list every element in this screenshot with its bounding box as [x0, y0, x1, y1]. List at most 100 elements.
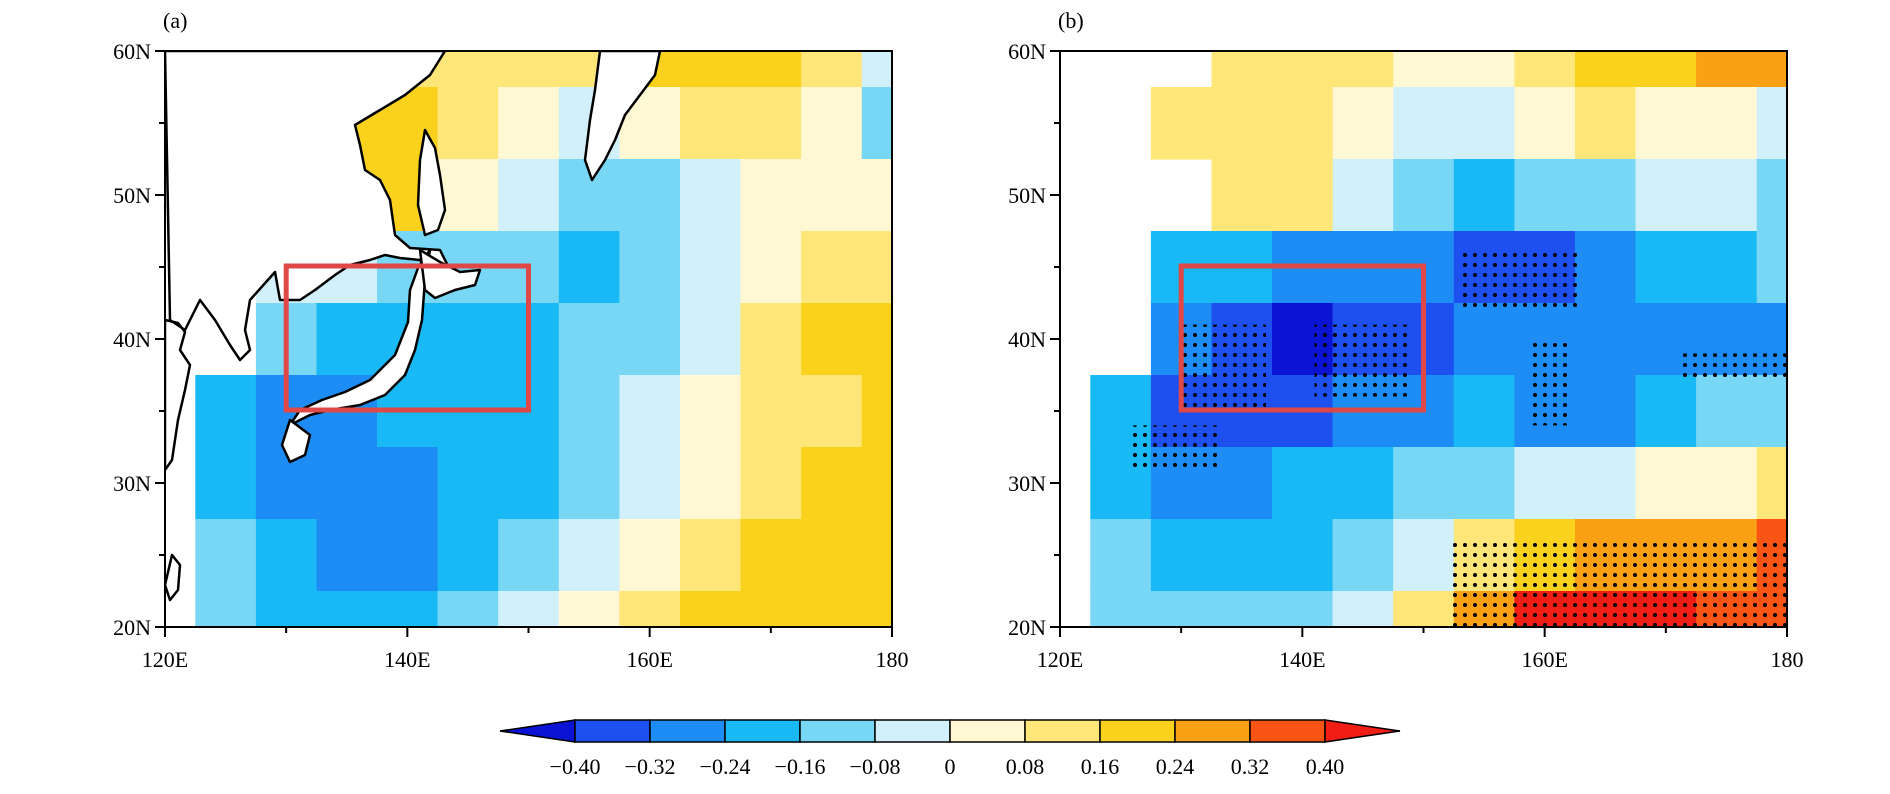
panel-a-cell: [255, 447, 318, 520]
x-tick-label: 140E: [384, 647, 430, 672]
panel-a-cell: [195, 591, 257, 627]
panel-a-cell: [740, 375, 802, 448]
panel-b-cell: [1514, 159, 1576, 232]
panel-b-cell: [1575, 159, 1637, 232]
panel-b-cell: [1332, 159, 1394, 232]
panel-a-cell: [619, 231, 681, 304]
panel-b-cell: [1453, 87, 1515, 160]
panel-a-cell: [619, 519, 681, 592]
panel-b-cell: [1696, 87, 1758, 160]
panel-b-cell: [1150, 591, 1213, 627]
panel-b-cell: [1211, 447, 1273, 520]
panel-a-cell: [558, 231, 620, 304]
colorbar-label: −0.24: [700, 754, 751, 779]
y-tick-label: 30N: [1008, 471, 1046, 496]
panel-b-cell: [1514, 447, 1576, 520]
colorbar-label: 0.40: [1306, 754, 1345, 779]
panel-b-cell: [1393, 447, 1455, 520]
colorbar-box: [649, 719, 726, 743]
panel-b-cell: [1696, 231, 1758, 304]
panel-b-cell: [1453, 375, 1515, 448]
panel-b-cell: [1393, 87, 1455, 160]
panel-a-cell: [861, 447, 892, 520]
panel-a: (a) 120E 140E 160E 180 20N 30N 40N 50N 60N: [113, 8, 908, 672]
panel-b-cell: [1635, 231, 1697, 304]
panel-b-label: (b): [1058, 8, 1084, 33]
panel-b-cell: [1696, 159, 1758, 232]
y-tick-label: 20N: [113, 615, 151, 640]
stipple-region: [1677, 353, 1787, 383]
panel-b-cell: [1756, 159, 1787, 232]
panel-a-cell: [255, 591, 318, 627]
panel-a-cell: [619, 591, 681, 627]
panel-a-cell: [680, 447, 742, 520]
panel-b-cell: [1272, 519, 1334, 592]
colorbar-label: 0.16: [1081, 754, 1120, 779]
panel-b-cell: [1090, 519, 1152, 592]
panel-a-cell: [680, 375, 742, 448]
panel-a-cell: [740, 159, 802, 232]
panel-a-cell: [801, 159, 863, 232]
panel-a-cell: [316, 303, 378, 376]
sakhalin: [416, 128, 447, 237]
panel-a-cell: [801, 51, 863, 88]
panel-b-cell: [1272, 159, 1334, 232]
panel-b: (b) 120E 140E 160E 180 20N 30N 40N 50N 60N: [1008, 8, 1803, 672]
panel-a-axes: 120E 140E 160E 180 20N 30N 40N 50N 60N: [113, 39, 908, 672]
panel-b-cell: [1575, 87, 1637, 160]
panel-b-cell: [1635, 159, 1697, 232]
stipple-region: [1447, 540, 1787, 627]
panel-b-cell: [1211, 51, 1273, 88]
x-tick-label: 160E: [1521, 647, 1567, 672]
panel-b-cell: [1575, 375, 1637, 448]
panel-a-cell: [498, 591, 560, 627]
panel-a-cell: [316, 447, 378, 520]
panel-a-cell: [558, 303, 620, 376]
colorbar-box: [1249, 719, 1326, 743]
panel-a-cell: [437, 159, 499, 232]
panel-a-cell: [498, 87, 560, 160]
y-tick-label: 30N: [113, 471, 151, 496]
panel-b-cell: [1756, 447, 1787, 520]
asia-coast: [165, 51, 452, 472]
panel-a-cell: [316, 519, 378, 592]
colorbar: −0.40 −0.32 −0.24 −0.16 −0.08 0 0.08 0.16 0.24 0.…: [499, 719, 1401, 779]
panel-b-cell: [1635, 51, 1697, 88]
colorbar-label: 0.32: [1231, 754, 1270, 779]
colorbar-label: 0: [945, 754, 956, 779]
stipple-region: [1532, 339, 1569, 426]
x-tick-label: 160E: [626, 647, 672, 672]
colorbar-box: [799, 719, 876, 743]
panel-a-cell: [195, 519, 257, 592]
panel-b-cell: [1150, 519, 1213, 592]
panel-b-cell: [1332, 519, 1394, 592]
panel-b-cell: [1272, 51, 1334, 88]
panel-a-cell: [801, 87, 863, 160]
panel-a-cell: [740, 447, 802, 520]
panel-a-cell: [680, 51, 742, 88]
panel-b-stippling: [1132, 252, 1787, 627]
panel-b-cell: [1756, 375, 1787, 448]
colorbar-label: 0.08: [1006, 754, 1045, 779]
panel-a-cell: [498, 447, 560, 520]
panel-a-cell: [498, 51, 560, 88]
panel-a-cell: [558, 591, 620, 627]
panel-a-cell: [437, 447, 499, 520]
x-tick-label: 140E: [1279, 647, 1325, 672]
panel-a-cell: [377, 591, 439, 627]
panel-a-field: [195, 51, 892, 627]
panel-a-cell: [861, 87, 892, 160]
colorbar-label: −0.08: [850, 754, 901, 779]
panel-a-cell: [861, 303, 892, 376]
panel-b-cell: [1272, 591, 1334, 627]
panel-a-cell: [740, 87, 802, 160]
panel-a-cell: [861, 231, 892, 304]
panel-b-cell: [1332, 591, 1394, 627]
panel-b-cell: [1332, 447, 1394, 520]
panel-b-cell: [1453, 303, 1515, 376]
panel-a-cell: [377, 447, 439, 520]
colorbar-extend-high: [1324, 719, 1401, 743]
panel-a-cell: [801, 519, 863, 592]
y-tick-label: 40N: [1008, 327, 1046, 352]
panel-a-cell: [195, 375, 257, 448]
